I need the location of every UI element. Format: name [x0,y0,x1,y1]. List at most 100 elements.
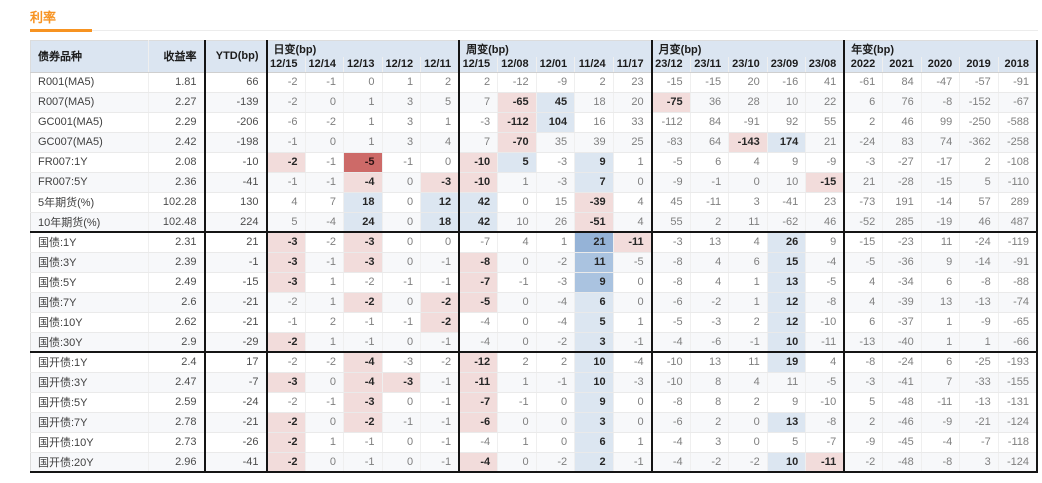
change-cell-m4: 55 [805,112,846,133]
change-cell-d2: -1 [343,332,383,353]
ytd-cell: 66 [204,72,268,93]
change-cell-y1: 84 [882,72,922,93]
change-cell-m3: 92 [767,112,807,133]
change-cell-m0: -10 [651,372,691,393]
bond-name-cell: GC007(MA5) [30,132,149,153]
ytd-cell: -15 [204,272,268,293]
change-cell-m3: 12 [767,312,807,333]
change-cell-w2: 2 [536,351,576,373]
table-row: 国债:10Y 2.62 -21 -1 2 -1 -1 -2 -4 0 -4 5 1 -5 -3 2 12 -10 6… [30,312,1038,333]
change-cell-m3: 15 [767,252,807,273]
change-cell-m4: -5 [805,372,846,393]
yield-cell: 2.47 [148,372,206,393]
change-cell-y1: 83 [882,132,922,153]
bond-name-cell: 国开债:10Y [30,432,149,453]
date-col-header: 12/15 [459,57,499,73]
change-cell-m1: 3 [690,432,730,453]
date-col-header: 23/08 [805,57,846,73]
date-col-header: 23/10 [728,57,768,73]
change-cell-m1: -11 [690,192,730,213]
change-cell-w2: -9 [536,72,576,93]
change-cell-y4: -124 [998,412,1038,433]
change-cell-y4: -108 [998,152,1038,173]
change-cell-y0: 2 [844,412,884,433]
change-cell-y3: -362 [959,132,999,153]
change-cell-y2: -8 [921,452,961,473]
yield-cell: 2.36 [148,172,206,193]
change-cell-d2: -1 [343,432,383,453]
yield-cell: 2.6 [148,292,206,313]
change-cell-y3: 57 [959,192,999,213]
change-cell-m1: 2 [690,412,730,433]
change-cell-w3: 6 [574,292,614,313]
change-cell-m0: -8 [651,252,691,273]
change-cell-m0: -75 [651,92,691,113]
change-cell-d4: -1 [420,332,461,353]
change-cell-y1: -24 [882,351,922,373]
change-cell-d3: 0 [382,452,422,473]
table-row: 国开债:5Y 2.59 -24 -2 -1 -3 0 -1 -7 -1 0 9 0 -8 8 2 9 -10 5 -4… [30,392,1038,413]
bond-name-cell: FR007:1Y [30,152,149,173]
change-cell-m1: 84 [690,112,730,133]
change-cell-d0: -3 [266,372,306,393]
change-cell-d3: -1 [382,272,422,293]
change-cell-w1: 0 [497,292,537,313]
change-cell-m0: -4 [651,332,691,353]
change-cell-y2: -4 [921,432,961,453]
change-cell-w0: -5 [459,292,499,313]
change-cell-y3: -33 [959,372,999,393]
change-cell-y2: -47 [921,72,961,93]
change-cell-d1: -2 [305,351,345,373]
change-cell-y2: -19 [921,212,961,233]
change-cell-y3: 5 [959,172,999,193]
change-cell-y0: 6 [844,312,884,333]
change-cell-d2: -2 [343,272,383,293]
change-cell-d4: 2 [420,72,461,93]
change-cell-m4: -11 [805,332,846,353]
change-cell-d4: -3 [420,172,461,193]
change-cell-y2: 1 [921,312,961,333]
change-cell-m4: -9 [805,152,846,173]
change-cell-y1: -39 [882,292,922,313]
date-col-header: 11/24 [574,57,614,73]
change-cell-w2: -3 [536,272,576,293]
change-cell-y2: 7 [921,372,961,393]
change-cell-m2: 20 [728,72,768,93]
change-cell-m4: 21 [805,132,846,153]
yield-cell: 2.4 [148,351,206,373]
change-cell-d1: 1 [305,432,345,453]
change-cell-d1: -1 [305,392,345,413]
table-row: FR007:1Y 2.08 -10 -2 -1 -5 -1 0 -10 5 -3 9 1 -5 6 4 9 -9-… [30,152,1038,173]
change-cell-w3: 18 [574,92,614,113]
change-cell-m0: -112 [651,112,691,133]
ytd-cell: -206 [204,112,268,133]
change-cell-m1: -15 [690,72,730,93]
yield-cell: 2.39 [148,252,206,273]
change-cell-w4: -11 [613,231,653,253]
yield-cell: 2.31 [148,231,206,253]
change-cell-m2: 2 [728,392,768,413]
change-cell-d1: 0 [305,132,345,153]
change-cell-m2: 28 [728,92,768,113]
change-cell-w3: 39 [574,132,614,153]
change-cell-d0: -1 [266,132,306,153]
change-cell-d1: 0 [305,372,345,393]
change-cell-w3: 5 [574,312,614,333]
ytd-cell: -41 [204,452,268,473]
change-cell-y1: -48 [882,392,922,413]
change-cell-w2: -2 [536,332,576,353]
change-cell-y3: 2 [959,152,999,173]
change-cell-y0: -9 [844,432,884,453]
change-cell-m2: 6 [728,252,768,273]
change-cell-m4: 4 [805,351,846,373]
change-cell-d3: -1 [382,312,422,333]
change-cell-y3: -21 [959,412,999,433]
change-cell-y4: -110 [998,172,1038,193]
change-cell-m3: 174 [767,132,807,153]
change-cell-d2: -1 [343,452,383,473]
change-cell-w2: 1 [536,231,576,253]
change-cell-d3: 0 [382,292,422,313]
change-cell-m0: -6 [651,292,691,313]
change-cell-y2: 11 [921,231,961,253]
